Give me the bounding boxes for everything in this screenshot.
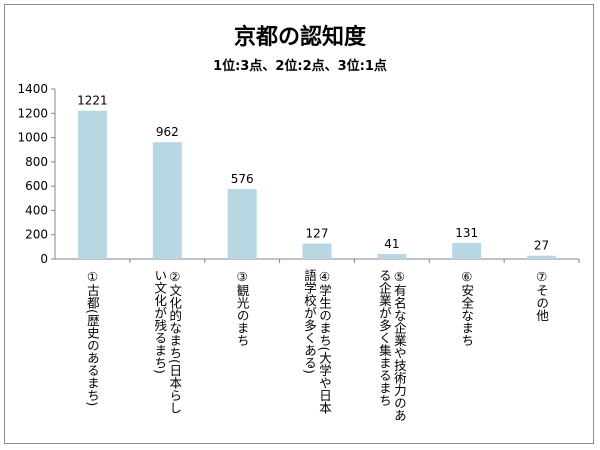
y-tick-label: 200 — [25, 228, 48, 242]
category-label: ⑥安全なまち — [459, 269, 474, 347]
data-label: 1221 — [77, 94, 108, 108]
category-label: ②文化的なまち(日本らし — [167, 269, 182, 414]
category-label: る企業が多く集まるまち — [377, 269, 392, 407]
bar — [77, 110, 107, 259]
y-tick-label: 1200 — [17, 106, 48, 120]
y-tick-label: 0 — [40, 252, 48, 266]
bar — [302, 243, 332, 259]
category-label: ⑤有名な企業や技術力のあ — [392, 269, 407, 422]
y-tick-label: 400 — [25, 203, 48, 217]
category-label: ①古都(歴史のあるまち) — [85, 269, 100, 406]
category-label: い文化が残るまち) — [152, 269, 167, 374]
data-label: 27 — [534, 239, 549, 253]
bar — [152, 142, 182, 259]
data-label: 576 — [231, 172, 254, 186]
bar — [227, 189, 257, 259]
y-tick-label: 600 — [25, 179, 48, 193]
y-tick-label: 800 — [25, 155, 48, 169]
chart-frame: 京都の認知度 1位:3点、2位:2点、3位:1点 0 200 400 600 800 10… — [4, 4, 594, 444]
bar — [452, 243, 482, 259]
category-label: ④学生のまち(大学や日本 — [317, 269, 332, 414]
bar — [527, 255, 557, 259]
category-label: 語学校が多くある) — [302, 268, 317, 374]
data-label: 962 — [156, 125, 179, 139]
chart-subtitle: 1位:3点、2位:2点、3位:1点 — [213, 59, 387, 74]
data-label: 127 — [306, 227, 329, 241]
data-label: 41 — [384, 237, 399, 251]
category-label: ③観光のまち — [235, 269, 250, 347]
y-tick-label: 1000 — [17, 131, 48, 145]
category-label: ⑦その他 — [534, 269, 549, 322]
chart-title: 京都の認知度 — [233, 25, 366, 50]
bar-chart: 0 200 400 600 800 1000 1200 1400 1221 ①古都(歴史のあるまち… — [17, 82, 580, 422]
y-tick-label: 1400 — [17, 82, 48, 96]
bar — [377, 254, 407, 259]
data-label: 131 — [455, 226, 478, 240]
